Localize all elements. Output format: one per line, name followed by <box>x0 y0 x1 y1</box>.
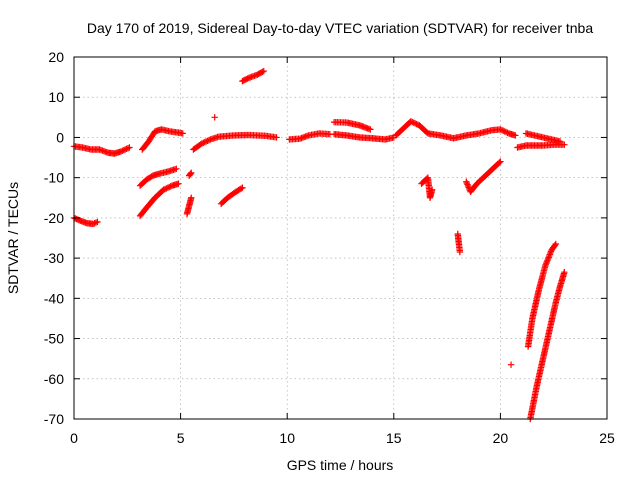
data-point-arc-19 <box>507 361 515 368</box>
data-point-arc-4 <box>175 180 182 187</box>
data-point-arc-8 <box>273 134 280 141</box>
x-tick-label: 0 <box>70 430 78 446</box>
data-point-arc-4 <box>161 185 169 193</box>
data-point-arc-10 <box>239 184 246 191</box>
data-point-arc-8 <box>202 138 210 145</box>
y-tick-label: 0 <box>56 129 64 145</box>
y-tick-label: 10 <box>48 89 64 105</box>
data-point-arc-1 <box>120 146 127 154</box>
data-point-arc-8 <box>198 140 206 147</box>
data-point-arc-8 <box>200 139 207 147</box>
data-point-arc-8 <box>201 138 208 146</box>
data-point-arc-15 <box>407 118 415 125</box>
data-point-arc-13 <box>367 126 374 133</box>
chart-title: Day 170 of 2019, Sidereal Day-to-day VTE… <box>87 20 594 36</box>
data-point-arc-15 <box>410 119 417 126</box>
data-point-arc-8 <box>204 137 211 144</box>
data-point-arc-1 <box>124 144 132 152</box>
data-points <box>70 67 568 423</box>
x-tick-label: 10 <box>279 430 295 446</box>
data-point-arc-21 <box>556 138 564 145</box>
x-tick-label: 25 <box>599 430 615 446</box>
data-point-arc-2 <box>89 220 97 228</box>
data-point-arc-22 <box>552 240 560 248</box>
data-point-arc-1 <box>123 145 130 153</box>
data-point-arc-4 <box>163 185 170 192</box>
data-point-arc-20 <box>561 141 568 148</box>
ticks: 0 5 10 15 20 25 -70 -60 -50 -40 -30 -20 -10 0 10 20 <box>44 49 615 446</box>
data-point-arc-18 <box>463 178 470 185</box>
data-point-arc-2 <box>91 220 98 227</box>
data-point-arc-16 <box>428 186 436 193</box>
data-point-arc-15 <box>501 128 508 135</box>
data-point-arc-4 <box>164 184 172 191</box>
y-tick-label: -20 <box>44 210 64 226</box>
grid <box>74 57 607 419</box>
y-axis-label: SDTVAR / TECUs <box>5 182 21 294</box>
x-tick-label: 20 <box>493 430 509 446</box>
data-point-arc-15 <box>512 132 519 139</box>
data-point-arc-15 <box>497 126 504 133</box>
y-tick-label: -70 <box>44 411 64 427</box>
data-point-arc-4 <box>166 183 173 191</box>
y-tick-label: -60 <box>44 371 64 387</box>
data-point-arc-5 <box>179 130 186 137</box>
x-axis-label: GPS time / hours <box>287 457 394 473</box>
data-point-arc-11 <box>259 68 266 76</box>
data-point-arc-18 <box>464 181 471 188</box>
data-point-arc-2 <box>94 218 101 226</box>
y-tick-label: 20 <box>48 49 64 65</box>
data-point-arc-18 <box>464 182 472 190</box>
data-point-arc-15 <box>413 120 420 128</box>
data-point-arc-7 <box>188 169 195 177</box>
data-point-arc-23 <box>561 268 568 276</box>
plot-frame <box>73 56 608 420</box>
data-point-arc-6 <box>188 194 195 201</box>
data-point-arc-15 <box>500 127 507 134</box>
data-point-arc-1 <box>126 144 133 151</box>
data-point-arc-18 <box>497 158 504 165</box>
data-point-arc-18 <box>496 159 503 166</box>
y-tick-label: -50 <box>44 331 64 347</box>
data-point-arc-1 <box>121 146 129 153</box>
x-tick-label: 5 <box>177 430 185 446</box>
data-point-arc-18 <box>463 179 471 187</box>
data-point-arc-1 <box>119 147 126 155</box>
y-tick-label: -30 <box>44 250 64 266</box>
y-tick-label: -40 <box>44 290 64 306</box>
data-point-arc-10 <box>237 185 245 192</box>
y-tick-label: -10 <box>44 170 64 186</box>
data-point-arc-4 <box>160 186 167 193</box>
data-point-arc-2 <box>92 219 100 226</box>
data-point-arc-3 <box>173 165 180 173</box>
data-point-arc-7 <box>187 170 194 177</box>
x-tick-label: 15 <box>386 430 402 446</box>
data-point-arc-8 <box>205 136 213 144</box>
data-point-arc-9 <box>211 114 218 121</box>
data-point-arc-15 <box>409 118 416 126</box>
data-point-arc-22 <box>551 242 559 249</box>
data-point-arc-1 <box>117 148 125 155</box>
data-point-arc-15 <box>502 128 510 136</box>
data-point-arc-17 <box>456 248 464 256</box>
data-point-arc-15 <box>498 126 506 134</box>
data-point-arc-11 <box>260 67 267 75</box>
data-point-arc-15 <box>411 120 419 127</box>
data-point-arc-18 <box>465 184 472 191</box>
